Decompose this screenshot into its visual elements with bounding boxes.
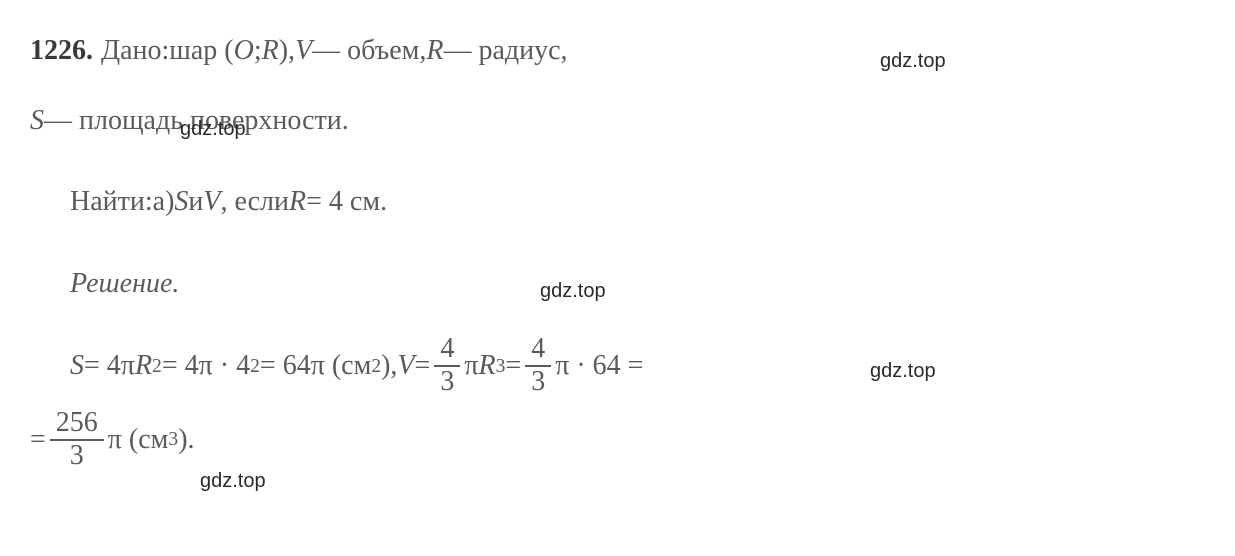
given-text4: — радиус, [443, 20, 567, 82]
frac3-num: 256 [50, 408, 104, 441]
watermark-5: gdz.top [200, 470, 266, 493]
find-and: и [188, 171, 203, 233]
var-V: V [295, 20, 312, 82]
f2-cube: 3 [168, 418, 178, 461]
solution-label: Решение. [70, 253, 179, 315]
f-eq2: = 4π · 4 [162, 335, 250, 397]
f-eq7: = [505, 335, 521, 397]
find-text3: = 4 см. [306, 171, 387, 233]
given-label: Дано: [101, 20, 169, 82]
find-text2: , если [221, 171, 290, 233]
find-S: S [174, 171, 188, 233]
f2-eq: = [30, 409, 46, 471]
formula-line-2: = 256 3 π (см 3 ). [30, 408, 1205, 472]
f-eq1: = 4π [84, 335, 135, 397]
f-eq4: ), [381, 335, 397, 397]
f-eq8: π · 64 = [555, 335, 643, 397]
fraction-3: 256 3 [50, 408, 104, 472]
watermark-3: gdz.top [540, 280, 606, 303]
fraction-2: 4 3 [525, 334, 551, 398]
sep1: ; [254, 20, 262, 82]
var-R2: R [426, 20, 443, 82]
watermark-1: gdz.top [880, 50, 946, 73]
frac3-den: 3 [64, 441, 90, 472]
f-eq5: = [415, 335, 431, 397]
line-1: 1226. Дано: шар ( O ; R ), V — объем, R … [30, 20, 1205, 82]
frac1-num: 4 [434, 334, 460, 367]
f-R: R [135, 335, 152, 397]
line-find: Найти: а) S и V , если R = 4 см. [30, 171, 1205, 233]
f-eq3: = 64π (см [260, 335, 371, 397]
f-R2: R [478, 335, 495, 397]
given-text2: ), [279, 20, 295, 82]
line-solution: Решение. [30, 253, 1205, 315]
f-eq6: π [464, 335, 478, 397]
var-S: S [30, 90, 44, 152]
f2-end: π (см [108, 409, 169, 471]
find-label: Найти: [70, 171, 153, 233]
problem-number: 1226. [30, 20, 93, 82]
formula-line-1: S = 4π R 2 = 4π · 4 2 = 64π (см 2 ), V =… [30, 334, 1205, 398]
watermark-4: gdz.top [870, 360, 936, 383]
f-sq3: 2 [371, 345, 381, 388]
frac2-num: 4 [525, 334, 551, 367]
var-R: R [262, 20, 279, 82]
f-S: S [70, 335, 84, 397]
var-O: O [234, 20, 254, 82]
f2-close: ). [178, 409, 194, 471]
find-R: R [289, 171, 306, 233]
find-V: V [203, 171, 220, 233]
fraction-1: 4 3 [434, 334, 460, 398]
problem-content: 1226. Дано: шар ( O ; R ), V — объем, R … [30, 20, 1205, 472]
given-text1: шар ( [169, 20, 233, 82]
given-text3: — объем, [312, 20, 426, 82]
watermark-2: gdz.top [180, 118, 246, 141]
find-text1: а) [153, 171, 175, 233]
frac1-den: 3 [434, 367, 460, 398]
f-V: V [397, 335, 414, 397]
f-cube: 3 [496, 345, 506, 388]
f-sq2: 2 [250, 345, 260, 388]
frac2-den: 3 [525, 367, 551, 398]
f-sq: 2 [152, 345, 162, 388]
